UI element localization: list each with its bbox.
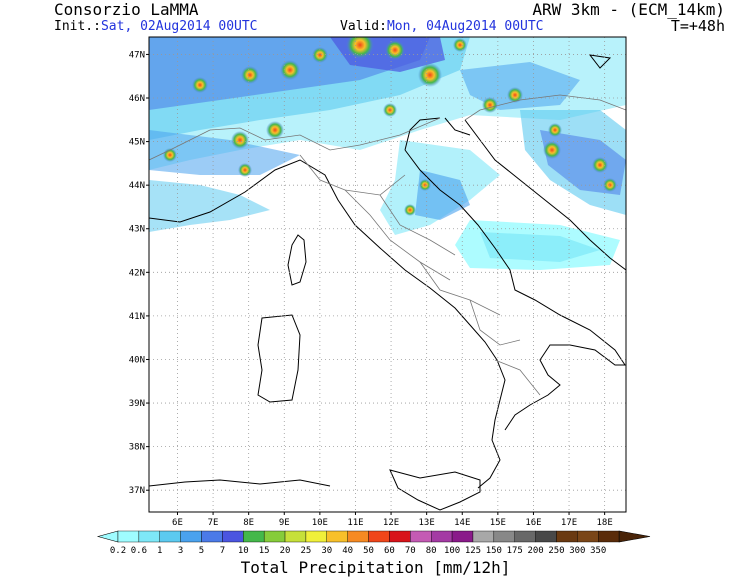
colorbar-cell — [117, 530, 140, 543]
colorbar-level-label: 40 — [342, 546, 353, 556]
colorbar-cell — [201, 530, 223, 543]
borders — [149, 94, 626, 396]
lon-tick-label: 6E — [172, 518, 183, 528]
colorbar-level-label: 150 — [486, 546, 502, 556]
lon-tick-label: 16E — [525, 518, 541, 528]
coastlines — [149, 54, 626, 511]
lon-tick-label: 8E — [243, 518, 254, 528]
lat-tick-label: 38N — [129, 443, 145, 453]
colorbar-level-label: 30 — [321, 546, 332, 556]
colorbar-level-label: 70 — [405, 546, 416, 556]
lead-time: T=+48h — [670, 17, 725, 35]
lat-tick-label: 44N — [129, 181, 145, 191]
valid-value: Mon, 04Aug2014 00UTC — [386, 19, 544, 34]
colorbar-level-label: 7 — [220, 546, 225, 556]
colorbar-cell — [598, 530, 620, 543]
colorbar-cell — [514, 530, 536, 543]
colorbar-cell — [347, 530, 369, 543]
lat-tick-label: 39N — [129, 399, 145, 409]
map-frame — [148, 36, 627, 513]
colorbar-level-label: 15 — [259, 546, 270, 556]
colorbar-level-label: 80 — [426, 546, 437, 556]
colorbar-level-label: 350 — [590, 546, 606, 556]
colorbar-labels: 0.2 0.6 1 3 5 7 10 15 20 25 30 40 50 60 70 80 100 125 150 1… — [110, 546, 607, 556]
colorbar-cell — [556, 530, 578, 543]
colorbar-cell — [263, 530, 286, 543]
colorbar-min-arrow — [96, 530, 119, 543]
colorbar-cell — [305, 530, 328, 543]
colorbar-level-label: 125 — [465, 546, 481, 556]
colorbar-level-label: 200 — [527, 546, 543, 556]
lon-tick-label: 12E — [383, 518, 399, 528]
colorbar-level-label: 20 — [280, 546, 291, 556]
colorbar-cell — [535, 530, 557, 543]
lon-tick-label: 13E — [419, 518, 435, 528]
lon-tick-label: 7E — [208, 518, 219, 528]
colorbar-title: Total Precipitation [mm/12h] — [240, 558, 511, 577]
latitude-axis: 47N 46N 45N 44N 43N 42N 41N 40N 39N 38N 37N — [129, 50, 149, 496]
colorbar-cell — [493, 530, 515, 543]
colorbar-cell — [410, 530, 432, 543]
colorbar-level-label: 175 — [507, 546, 523, 556]
colorbar-level-label: 250 — [548, 546, 564, 556]
colorbar-cell — [243, 530, 265, 543]
colorbar-level-label: 0.6 — [131, 546, 147, 556]
lat-tick-label: 37N — [129, 486, 145, 496]
model-title: ARW 3km - (ECM_14km) — [532, 0, 725, 19]
lon-tick-label: 11E — [347, 518, 363, 528]
precipitation-map: 47N 46N 45N 44N 43N 42N 41N 40N 39N 38N 37N 6E 7E 8E… — [129, 36, 627, 528]
lat-tick-label: 47N — [129, 50, 145, 60]
colorbar-cells — [96, 530, 651, 543]
colorbar-level-label: 5 — [199, 546, 204, 556]
colorbar-level-label: 100 — [444, 546, 460, 556]
lat-tick-label: 43N — [129, 225, 145, 235]
colorbar-level-label: 50 — [363, 546, 374, 556]
colorbar-level-label: 0.2 — [110, 546, 126, 556]
colorbar-cell — [284, 530, 307, 543]
init-time: Init.:Sat, 02Aug2014 00UTC — [54, 19, 258, 34]
colorbar-cell — [180, 530, 202, 543]
colorbar-max-arrow — [618, 530, 651, 543]
colorbar-level-label: 10 — [238, 546, 249, 556]
colorbar-level-label: 1 — [157, 546, 162, 556]
init-label: Init.: — [54, 19, 101, 34]
colorbar-cell — [451, 530, 474, 543]
lat-tick-label: 42N — [129, 268, 145, 278]
map-area — [149, 37, 626, 512]
colorbar-cell — [389, 530, 411, 543]
colorbar-level-label: 25 — [300, 546, 311, 556]
lon-tick-label: 17E — [561, 518, 577, 528]
producer-title: Consorzio LaMMA — [54, 0, 199, 19]
valid-label: Valid: — [340, 19, 387, 34]
lon-tick-label: 15E — [490, 518, 506, 528]
lon-tick-label: 14E — [454, 518, 470, 528]
colorbar-cell — [222, 530, 244, 543]
lat-tick-label: 41N — [129, 312, 145, 322]
longitude-axis: 6E 7E 8E 9E 10E 11E 12E 13E 14E 15E 16E 17E 18E — [172, 512, 613, 528]
lon-tick-label: 18E — [597, 518, 613, 528]
colorbar-cell — [577, 530, 599, 543]
lat-tick-label: 45N — [129, 138, 145, 148]
colorbar-cell — [472, 530, 495, 543]
lat-tick-label: 46N — [129, 94, 145, 104]
lat-tick-label: 40N — [129, 355, 145, 365]
lon-tick-label: 10E — [312, 518, 328, 528]
colorbar-level-label: 3 — [178, 546, 183, 556]
lon-tick-label: 9E — [279, 518, 290, 528]
colorbar-level-label: 300 — [569, 546, 585, 556]
colorbar-cell — [138, 530, 160, 543]
init-value: Sat, 02Aug2014 00UTC — [100, 19, 258, 34]
valid-time: Valid:Mon, 04Aug2014 00UTC — [340, 19, 544, 34]
colorbar-cell — [159, 530, 181, 543]
colorbar-level-label: 60 — [384, 546, 395, 556]
colorbar-cell — [326, 530, 348, 543]
colorbar-cell — [431, 530, 453, 543]
colorbar-cell — [368, 530, 390, 543]
